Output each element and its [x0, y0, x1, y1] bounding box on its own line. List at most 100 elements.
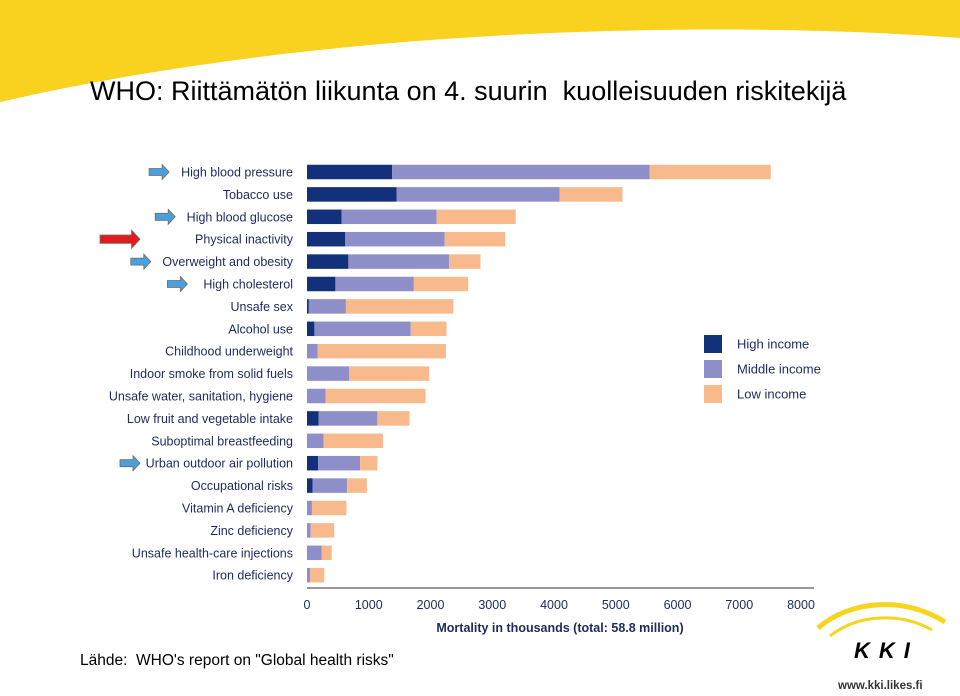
category-label: Physical inactivity [195, 233, 294, 247]
bar-high-blood-pressure-high-income [307, 164, 393, 180]
blue-arrow-overweight-and-obesity [130, 253, 152, 271]
bar-high-cholesterol-low-income [413, 276, 469, 292]
blue-arrow-high-blood-pressure [148, 163, 170, 181]
bar-zinc-deficiency-low-income [310, 523, 335, 538]
blue-arrow-high-blood-glucose [154, 208, 176, 226]
bar-low-fruit-and-vegetable-intake-low-income [377, 411, 410, 426]
red-arrow-physical-inactivity [99, 229, 141, 250]
bar-occupational-risks-high-income [307, 478, 313, 493]
bar-alcohol-use-low-income [410, 321, 447, 337]
slide-title: WHO: Riittämätön liikunta on 4. suurin k… [90, 76, 847, 106]
blue-arrow-urban-outdoor-air-pollution [119, 454, 141, 472]
bar-low-fruit-and-vegetable-intake-middle-income [318, 411, 378, 426]
bar-high-cholesterol-middle-income [335, 276, 414, 292]
chart-bars [307, 164, 771, 583]
bar-occupational-risks-low-income [347, 478, 367, 493]
bar-high-cholesterol-high-income [307, 276, 336, 292]
category-label: High blood pressure [181, 166, 293, 180]
bar-physical-inactivity-middle-income [345, 231, 445, 247]
x-tick-label: 5000 [602, 598, 630, 612]
bar-high-blood-glucose-high-income [307, 209, 342, 225]
category-label: Urban outdoor air pollution [146, 457, 293, 471]
bar-unsafe-water-sanitation-hygiene-low-income [325, 388, 426, 404]
bar-vitamin-a-deficiency-middle-income [307, 500, 312, 516]
top-yellow-banner [0, 0, 960, 102]
logo-arc [816, 602, 947, 630]
category-label: Indoor smoke from solid fuels [130, 367, 293, 381]
bar-suboptimal-breastfeeding-low-income [323, 433, 383, 449]
legend-swatch-high-income [704, 335, 722, 353]
x-tick-label: 8000 [787, 598, 815, 612]
bar-zinc-deficiency-middle-income [307, 523, 311, 538]
legend-label: Low income [737, 387, 806, 402]
category-label: Occupational risks [191, 479, 293, 493]
x-tick-label: 7000 [725, 598, 753, 612]
legend-label: High income [737, 337, 809, 352]
category-label: Overweight and obesity [162, 255, 293, 269]
bar-childhood-underweight-low-income [317, 343, 446, 359]
bar-overweight-and-obesity-middle-income [348, 254, 450, 269]
website-url[interactable]: www.kki.likes.fi [838, 680, 923, 692]
bar-unsafe-health-care-injections-middle-income [307, 545, 322, 561]
x-tick-label: 4000 [540, 598, 568, 612]
bar-urban-outdoor-air-pollution-middle-income [318, 455, 361, 471]
bar-high-blood-glucose-middle-income [341, 209, 437, 225]
highlight-arrows [99, 163, 188, 472]
bar-physical-inactivity-low-income [444, 231, 506, 247]
category-label: Low fruit and vegetable intake [127, 412, 293, 426]
category-label: High cholesterol [203, 278, 293, 292]
bar-urban-outdoor-air-pollution-low-income [360, 455, 378, 471]
x-tick-labels: 0 1000 2000 3000 4000 5000 6000 7000 8000 [304, 598, 815, 612]
bar-indoor-smoke-from-solid-fuels-middle-income [307, 366, 349, 381]
x-tick-label: 2000 [417, 598, 445, 612]
legend-swatch-low-income [704, 385, 722, 403]
bar-unsafe-health-care-injections-low-income [321, 545, 332, 561]
bar-unsafe-sex-high-income [307, 299, 309, 314]
bar-tobacco-use-middle-income [396, 187, 560, 202]
category-label: Iron deficiency [212, 569, 293, 583]
bar-high-blood-glucose-low-income [436, 209, 516, 225]
category-label: Unsafe health-care injections [132, 546, 293, 560]
category-label: High blood glucose [187, 210, 293, 224]
category-label: Zinc deficiency [210, 524, 293, 538]
bar-overweight-and-obesity-low-income [449, 254, 481, 269]
bar-occupational-risks-middle-income [312, 478, 348, 493]
logo-arc-inner [829, 616, 933, 638]
category-label: Vitamin A deficiency [182, 502, 294, 516]
legend-swatch-middle-income [704, 360, 722, 378]
bar-childhood-underweight-middle-income [307, 343, 318, 359]
category-label: Unsafe sex [230, 300, 293, 314]
category-label: Suboptimal breastfeeding [151, 434, 293, 448]
source-note: Lähde: WHO's report on "Global health ri… [80, 652, 394, 669]
bar-alcohol-use-middle-income [314, 321, 411, 337]
x-axis-label: Mortality in thousands (total: 58.8 mill… [436, 621, 683, 635]
bar-tobacco-use-low-income [559, 187, 623, 202]
kki-logo: KKI [854, 638, 919, 663]
bar-high-blood-pressure-middle-income [392, 164, 650, 180]
bar-urban-outdoor-air-pollution-high-income [307, 455, 319, 471]
legend-label: Middle income [737, 362, 821, 377]
bar-unsafe-sex-low-income [345, 299, 454, 314]
x-tick-label: 1000 [355, 598, 383, 612]
category-label: Tobacco use [223, 188, 293, 202]
bar-unsafe-sex-middle-income [308, 299, 346, 314]
bar-vitamin-a-deficiency-low-income [311, 500, 347, 516]
bar-suboptimal-breastfeeding-middle-income [307, 433, 324, 449]
category-label: Alcohol use [228, 322, 293, 336]
bar-low-fruit-and-vegetable-intake-high-income [307, 411, 319, 426]
category-labels: High blood pressure Tobacco use High blood… [109, 166, 294, 583]
x-tick-label: 3000 [478, 598, 506, 612]
category-label: Childhood underweight [165, 345, 293, 359]
bar-iron-deficiency-middle-income [307, 567, 311, 583]
bar-indoor-smoke-from-solid-fuels-low-income [348, 366, 430, 381]
bar-alcohol-use-high-income [307, 321, 315, 337]
bar-unsafe-water-sanitation-hygiene-middle-income [307, 388, 326, 404]
x-tick-label: 0 [304, 598, 311, 612]
category-label: Unsafe water, sanitation, hygiene [109, 390, 293, 404]
bar-tobacco-use-high-income [307, 187, 397, 202]
bar-high-blood-pressure-low-income [649, 164, 771, 180]
chart-legend: High income Middle income Low income [704, 335, 821, 403]
